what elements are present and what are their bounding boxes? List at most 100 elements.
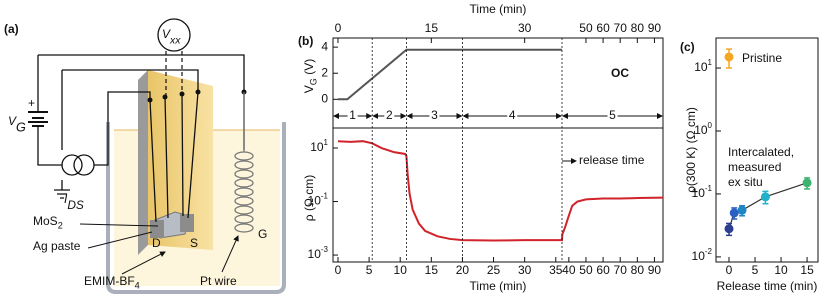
tick-label-base: 10 [692,249,706,263]
tick-label: 50 [579,263,593,277]
coil-turn [234,187,254,197]
panel-label: (c) [680,40,695,54]
coil-turn [234,169,254,179]
tick-label: 10-3 [308,245,329,261]
vg-label: VG [8,114,26,134]
tick-label: 40 [562,263,576,277]
vg-label-sub: G [16,121,26,135]
drain-label: D [152,236,161,250]
data-point [760,192,770,202]
tick-label: 80 [631,263,645,277]
phase-label: 5 [609,108,616,122]
tick-label: 10-2 [692,247,713,263]
annotation: Intercalated, [728,145,794,159]
tick-label-base: 10 [310,140,324,154]
tick-label: 15 [425,263,439,277]
drain-contact [150,220,164,238]
beaker [106,122,286,294]
tick-label-exp: -3 [321,245,329,254]
coil-turn [234,205,254,215]
tick-label: 20 [456,263,470,277]
tick-label: 15 [800,263,814,277]
current-source [61,154,83,176]
plot-frame [332,127,664,263]
tick-label: 0 [726,263,733,277]
y-axis-label: ρ(300 K) (Ω cm) [684,107,698,193]
data-point [729,208,739,218]
tick-label-exp: -2 [705,247,713,256]
panel-label: (b) [298,34,313,48]
tick-label-exp: -1 [321,192,329,201]
tick-label: 0 [321,91,328,105]
phase-label-bg [507,110,518,122]
contact-dot [147,97,153,103]
tick-label-exp: 0 [708,121,713,130]
y-axis-label: ρ (Ω cm) [302,175,316,221]
data-point [737,205,747,215]
tick-label: 10 [394,263,408,277]
source-wire [94,91,151,166]
contact-dot [179,91,185,97]
contact-dot [195,89,201,95]
tick-label-base: 10 [308,247,322,261]
vg-wire-bottom [37,126,62,166]
ids-label: IDS [64,192,84,212]
data-point [802,178,812,188]
y-axis-label-rest: (V) [302,59,316,78]
vxx-label-sub: xx [169,34,181,46]
tick-label: 35 [549,263,563,277]
pointer [79,223,159,227]
coil-turn [234,160,254,170]
phase-label: 4 [509,108,516,122]
tick-label-base: 10 [308,194,322,208]
tick-label-exp: 1 [324,138,329,147]
tick-label: 101 [310,138,328,154]
vxx-label: Vxx [162,27,181,46]
emim-label-main: EMIM-BF [84,274,135,288]
tick-label: 10-1 [308,192,329,208]
mos2-label-main: MoS [33,214,58,228]
plot-frame [715,37,819,263]
battery [28,111,48,127]
contact-wires [149,91,199,223]
emim-label: EMIM-BF4 [84,274,140,291]
tick-label: 60 [596,263,610,277]
pointer [121,251,166,275]
tick-label-exp: -1 [705,184,713,193]
annotation: measured [728,160,781,174]
tick-label: 80 [631,21,645,35]
phase-label-bg [429,110,440,122]
contact-dot [162,94,168,100]
panel-label: (a) [4,22,19,36]
ids-label-sub: DS [67,198,84,212]
phase-label: 1 [349,108,356,122]
pointer [221,235,239,273]
plus-label: + [28,96,35,110]
gate-label: G [258,227,267,241]
x-axis-label: Release time (min) [717,279,818,293]
drain-wire [62,69,199,92]
source-label: S [190,236,198,250]
phase-label: 2 [386,108,393,122]
tick-label-base: 10 [692,186,706,200]
current-source [73,154,95,176]
pt-label: Pt wire [200,274,237,288]
data-point [724,224,734,234]
data-line [337,140,664,242]
tick-label: 0 [335,263,342,277]
tick-label: 100 [694,121,712,137]
ag-label: Ag paste [33,239,81,253]
annotation: OC [611,66,629,80]
emim-label-sub: 4 [135,281,140,291]
contacts [147,89,247,103]
phase-label-bg [607,110,618,122]
tick-label: 50 [579,21,593,35]
tick-label-exp: 1 [708,58,713,67]
y-axis-label: VG (V) [302,59,319,93]
mos2-label-sub: 2 [58,221,63,231]
coil-turn [234,196,254,206]
y-axis-label-main: V [302,85,316,93]
annotation: ex situ [728,175,763,189]
tick-label: 0 [335,21,342,35]
